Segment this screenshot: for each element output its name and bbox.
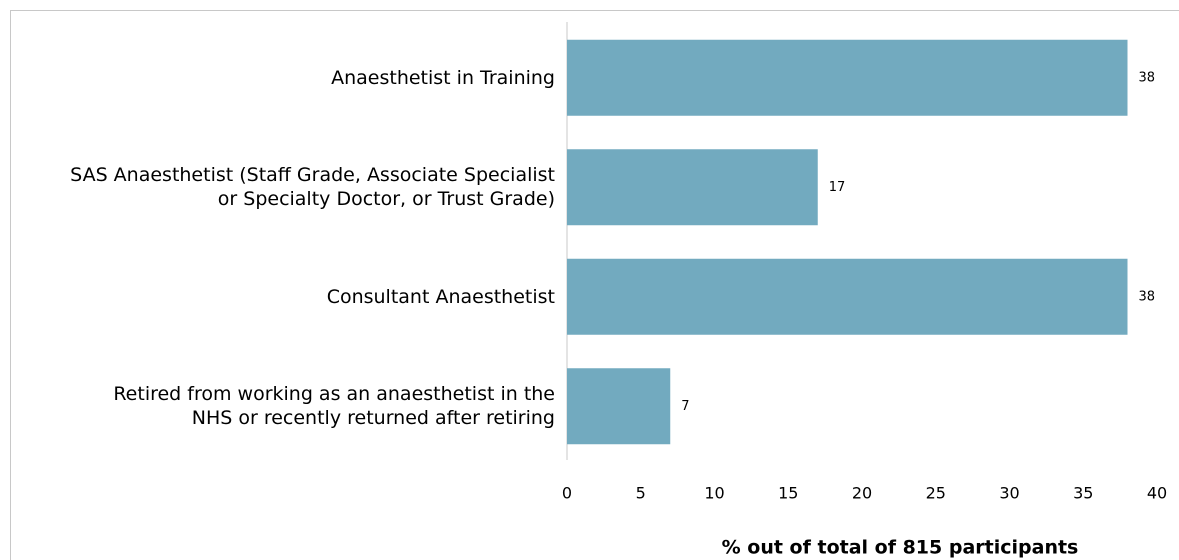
- x-tick-label: 40: [1147, 484, 1167, 503]
- y-tick-label: Retired from working as an anaesthetist …: [113, 383, 555, 430]
- data-label: 7: [681, 399, 689, 414]
- x-tick-label: 5: [636, 484, 646, 503]
- y-tick-label: Anaesthetist in Training: [331, 66, 555, 89]
- bar: [567, 39, 1128, 116]
- y-tick-label: SAS Anaesthetist (Staff Grade, Associate…: [70, 164, 555, 211]
- data-label: 17: [829, 180, 846, 195]
- x-tick-label: 20: [852, 484, 872, 503]
- x-tick-label: 25: [926, 484, 946, 503]
- x-tick-label: 30: [999, 484, 1019, 503]
- x-tick-label: 0: [562, 484, 572, 503]
- x-tick-label: 15: [778, 484, 798, 503]
- bar: [567, 258, 1128, 335]
- x-tick-label: 35: [1073, 484, 1093, 503]
- bar: [567, 149, 818, 226]
- x-tick-label: 10: [704, 484, 724, 503]
- x-axis-title: % out of total of 815 participants: [722, 537, 1079, 559]
- data-label: 38: [1139, 289, 1156, 304]
- bar: [567, 368, 671, 445]
- chart-border: [10, 10, 1179, 560]
- y-tick-label: Consultant Anaesthetist: [326, 285, 555, 308]
- data-label: 38: [1139, 70, 1156, 85]
